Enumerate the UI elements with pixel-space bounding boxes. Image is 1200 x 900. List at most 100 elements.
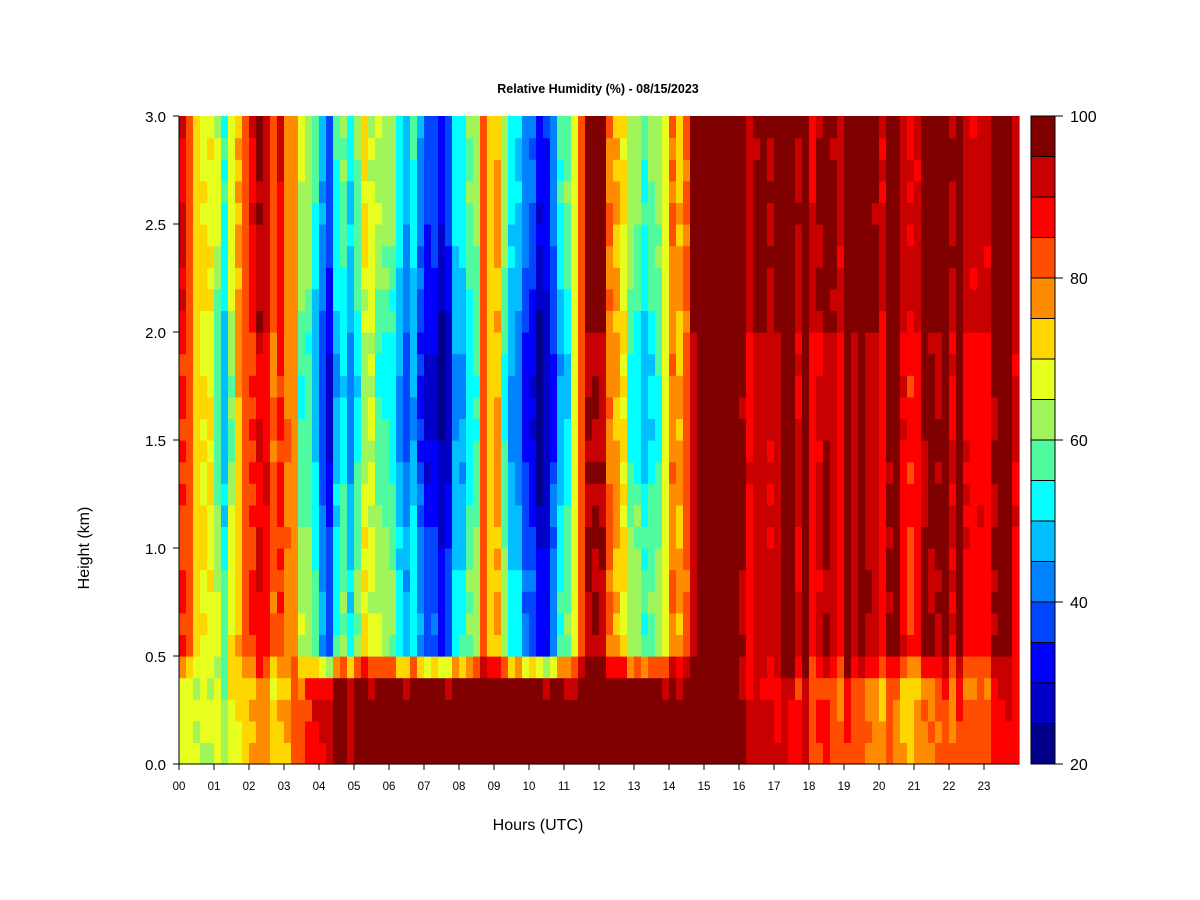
heatmap-cell	[760, 591, 768, 614]
heatmap-cell	[459, 310, 467, 333]
heatmap-cell	[480, 310, 488, 333]
heatmap-cell	[501, 180, 509, 203]
heatmap-cell	[599, 634, 607, 657]
heatmap-cell	[298, 159, 306, 182]
heatmap-cell	[711, 504, 719, 527]
heatmap-cell	[893, 353, 901, 376]
heatmap-cell	[893, 224, 901, 247]
heatmap-cell	[704, 353, 712, 376]
heatmap-cell	[585, 612, 593, 635]
heatmap-cell	[690, 137, 698, 160]
heatmap-cell	[277, 159, 285, 182]
heatmap-cell	[851, 677, 859, 700]
heatmap-cell	[557, 569, 565, 592]
heatmap-cell	[935, 440, 943, 463]
heatmap-cell	[991, 612, 999, 635]
heatmap-cell	[480, 440, 488, 463]
heatmap-cell	[858, 137, 866, 160]
heatmap-cell	[200, 310, 208, 333]
heatmap-cell	[795, 461, 803, 484]
heatmap-cell	[382, 548, 390, 571]
heatmap-cell	[193, 245, 201, 268]
heatmap-cell	[851, 159, 859, 182]
heatmap-cell	[214, 656, 222, 679]
heatmap-cell	[396, 742, 404, 765]
heatmap-cell	[249, 137, 257, 160]
heatmap-cell	[445, 116, 453, 139]
heatmap-cell	[753, 180, 761, 203]
heatmap-cell	[669, 742, 677, 765]
heatmap-cell	[928, 548, 936, 571]
heatmap-cell	[221, 504, 229, 527]
heatmap-cell	[655, 375, 663, 398]
heatmap-cell	[480, 375, 488, 398]
heatmap-cell	[487, 634, 495, 657]
heatmap-cell	[844, 742, 852, 765]
heatmap-cell	[326, 720, 334, 743]
heatmap-cell	[1005, 224, 1013, 247]
heatmap-cell	[340, 591, 348, 614]
heatmap-cell	[354, 504, 362, 527]
heatmap-cell	[592, 634, 600, 657]
heatmap-cell	[620, 159, 628, 182]
heatmap-cell	[746, 591, 754, 614]
heatmap-cell	[571, 116, 579, 139]
heatmap-cell	[445, 656, 453, 679]
heatmap-cell	[249, 180, 257, 203]
heatmap-cell	[977, 288, 985, 311]
heatmap-cell	[403, 612, 411, 635]
heatmap-cell	[970, 526, 978, 549]
heatmap-cell	[382, 396, 390, 419]
heatmap-cell	[669, 137, 677, 160]
heatmap-cell	[466, 569, 474, 592]
heatmap-cell	[718, 569, 726, 592]
heatmap-cell	[221, 353, 229, 376]
heatmap-cell	[837, 656, 845, 679]
heatmap-cell	[998, 504, 1006, 527]
heatmap-cell	[977, 569, 985, 592]
heatmap-cell	[361, 742, 369, 765]
heatmap-cell	[872, 461, 880, 484]
heatmap-cell	[221, 742, 229, 765]
heatmap-cell	[564, 116, 572, 139]
heatmap-cell	[669, 116, 677, 139]
heatmap-cell	[508, 224, 516, 247]
heatmap-cell	[235, 418, 243, 441]
heatmap-cell	[221, 288, 229, 311]
heatmap-cell	[347, 375, 355, 398]
heatmap-cell	[844, 612, 852, 635]
heatmap-cell	[627, 612, 635, 635]
heatmap-cell	[788, 656, 796, 679]
heatmap-cell	[949, 375, 957, 398]
heatmap-cell	[424, 591, 432, 614]
heatmap-cell	[942, 418, 950, 441]
heatmap-cell	[858, 396, 866, 419]
heatmap-cell	[564, 267, 572, 290]
heatmap-cell	[515, 548, 523, 571]
heatmap-cell	[340, 332, 348, 355]
heatmap-cell	[998, 440, 1006, 463]
heatmap-cell	[914, 224, 922, 247]
heatmap-cell	[844, 418, 852, 441]
heatmap-cell	[851, 569, 859, 592]
heatmap-cell	[844, 332, 852, 355]
heatmap-cell	[424, 245, 432, 268]
heatmap-cell	[487, 116, 495, 139]
heatmap-cell	[466, 526, 474, 549]
heatmap-cell	[410, 677, 418, 700]
heatmap-cell	[375, 159, 383, 182]
heatmap-cell	[494, 137, 502, 160]
heatmap-cell	[585, 483, 593, 506]
heatmap-cell	[837, 569, 845, 592]
heatmap-cell	[368, 656, 376, 679]
heatmap-cell	[473, 310, 481, 333]
heatmap-cell	[494, 375, 502, 398]
heatmap-cell	[683, 656, 691, 679]
heatmap-cell	[550, 504, 558, 527]
heatmap-cell	[179, 396, 187, 419]
heatmap-cell	[956, 137, 964, 160]
heatmap-cell	[753, 569, 761, 592]
heatmap-cell	[900, 310, 908, 333]
heatmap-cell	[200, 288, 208, 311]
heatmap-cell	[949, 116, 957, 139]
